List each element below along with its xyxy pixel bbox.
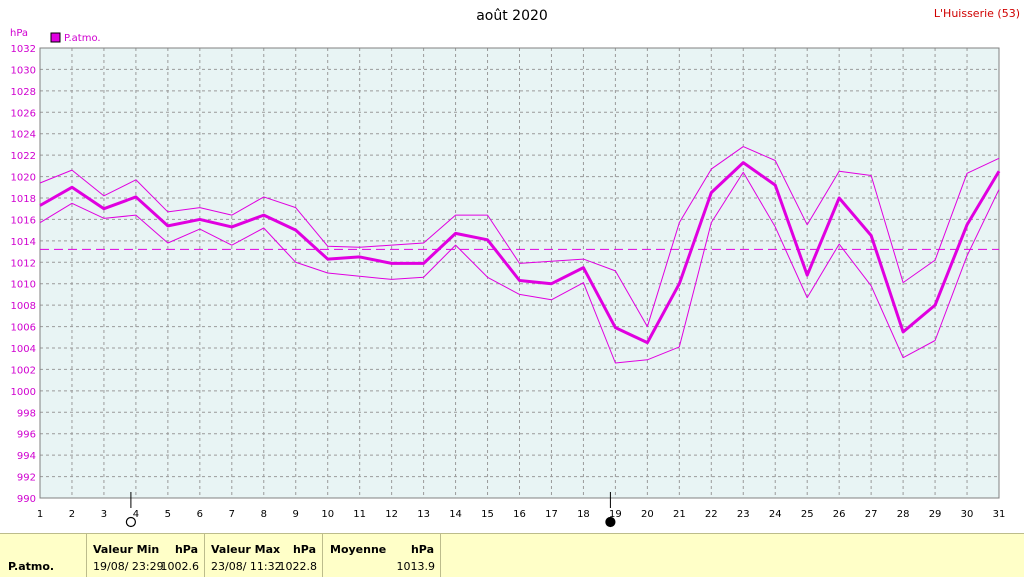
y-tick-label: 990	[17, 494, 36, 505]
min-value: 1002.6	[160, 560, 200, 573]
x-tick-label: 13	[417, 509, 430, 520]
x-tick-label: 22	[705, 509, 718, 520]
x-tick-label: 21	[673, 509, 686, 520]
y-tick-label: 1002	[11, 365, 36, 376]
stats-row-label: P.atmo.	[8, 560, 55, 573]
stats-footer: P.atmo. Valeur Min hPa 19/08/ 23:29 1002…	[0, 533, 1024, 577]
legend-label: P.atmo.	[64, 33, 101, 44]
y-tick-label: 992	[17, 473, 36, 484]
y-tick-label: 1006	[11, 323, 36, 334]
legend-swatch	[50, 32, 61, 43]
new-moon-icon	[605, 516, 616, 528]
y-tick-label: 996	[17, 430, 36, 441]
x-tick-label: 16	[513, 509, 526, 520]
series-mean-line	[39, 161, 1001, 345]
pressure-chart: 9909929949969981000100210041006100810101…	[10, 7, 1020, 528]
x-tick-label: 15	[481, 509, 494, 520]
y-tick-label: 1000	[11, 387, 36, 398]
y-tick-label: 1012	[11, 258, 36, 269]
mean-cell: Moyenne hPa 1013.9	[323, 534, 441, 577]
y-tick-label: 1010	[11, 280, 36, 291]
y-tick-label: 1004	[11, 344, 36, 355]
y-tick-label: 1030	[11, 65, 36, 76]
x-tick-label: 31	[993, 509, 1006, 520]
x-tick-label: 10	[321, 509, 334, 520]
x-tick-label: 1	[37, 509, 43, 520]
x-tick-label: 24	[769, 509, 782, 520]
y-tick-label: 1018	[11, 194, 36, 205]
full-moon-icon	[125, 516, 136, 528]
x-tick-label: 18	[577, 509, 590, 520]
station-name: L'Huisserie (53)	[934, 7, 1020, 20]
max-unit: hPa	[292, 543, 316, 556]
mean-value: 1013.9	[396, 560, 436, 573]
y-tick-label: 1022	[11, 151, 36, 162]
moon-phases	[125, 492, 616, 528]
series-min-line	[39, 171, 1000, 364]
x-tick-label: 3	[101, 509, 107, 520]
max-value: 1022.8	[278, 560, 318, 573]
x-tick-label: 11	[353, 509, 366, 520]
y-tick-label: 1024	[11, 130, 36, 141]
max-header: Valeur Max	[211, 543, 281, 556]
x-axis-ticks: 1 2 3 4 5 6 7 8 9 10 11 12 13 14 15 16 17 18 19 20 21 22 23 24 2…	[37, 509, 1006, 520]
y-tick-label: 1020	[11, 173, 36, 184]
min-unit: hPa	[174, 543, 198, 556]
y-axis-ticks: 990 992 994 996 998 1000 1002 1004 1006 1008 1010 1…	[11, 44, 36, 505]
y-tick-label: 1026	[11, 108, 36, 119]
max-cell: Valeur Max hPa 23/08/ 11:32 1022.8	[205, 534, 323, 577]
series-max-line	[39, 146, 1000, 328]
mean-unit: hPa	[410, 543, 434, 556]
y-tick-label: 1032	[11, 44, 36, 55]
x-tick-label: 12	[385, 509, 398, 520]
x-tick-label: 28	[897, 509, 910, 520]
grid	[39, 47, 1000, 499]
min-header: Valeur Min	[93, 543, 160, 556]
x-tick-label: 27	[865, 509, 878, 520]
x-tick-label: 20	[641, 509, 654, 520]
min-cell: Valeur Min hPa 19/08/ 23:29 1002.6	[87, 534, 205, 577]
y-axis-unit: hPa	[10, 28, 28, 39]
x-tick-label: 5	[165, 509, 171, 520]
y-tick-label: 998	[17, 408, 36, 419]
chart-title: août 2020	[476, 8, 548, 24]
stats-row-label-cell: P.atmo.	[0, 534, 87, 577]
x-tick-label: 26	[833, 509, 846, 520]
x-tick-label: 6	[197, 509, 203, 520]
x-tick-label: 29	[929, 509, 942, 520]
x-tick-label: 25	[801, 509, 814, 520]
plot-border	[39, 47, 1000, 499]
x-tick-label: 17	[545, 509, 558, 520]
x-tick-label: 30	[961, 509, 974, 520]
y-tick-label: 1016	[11, 215, 36, 226]
x-tick-label: 19	[609, 509, 622, 520]
max-time: 23/08/ 11:32	[211, 560, 282, 573]
x-tick-label: 9	[293, 509, 299, 520]
min-time: 19/08/ 23:29	[93, 560, 164, 573]
mean-header: Moyenne	[330, 543, 387, 556]
x-tick-label: 8	[261, 509, 267, 520]
y-tick-label: 994	[17, 451, 36, 462]
series-lines	[39, 146, 1001, 364]
x-tick-label: 23	[737, 509, 750, 520]
x-tick-label: 2	[69, 509, 75, 520]
x-tick-label: 4	[133, 509, 139, 520]
x-tick-label: 7	[229, 509, 235, 520]
y-tick-label: 1008	[11, 301, 36, 312]
y-tick-label: 1014	[11, 237, 36, 248]
x-tick-label: 14	[449, 509, 462, 520]
y-tick-label: 1028	[11, 87, 36, 98]
